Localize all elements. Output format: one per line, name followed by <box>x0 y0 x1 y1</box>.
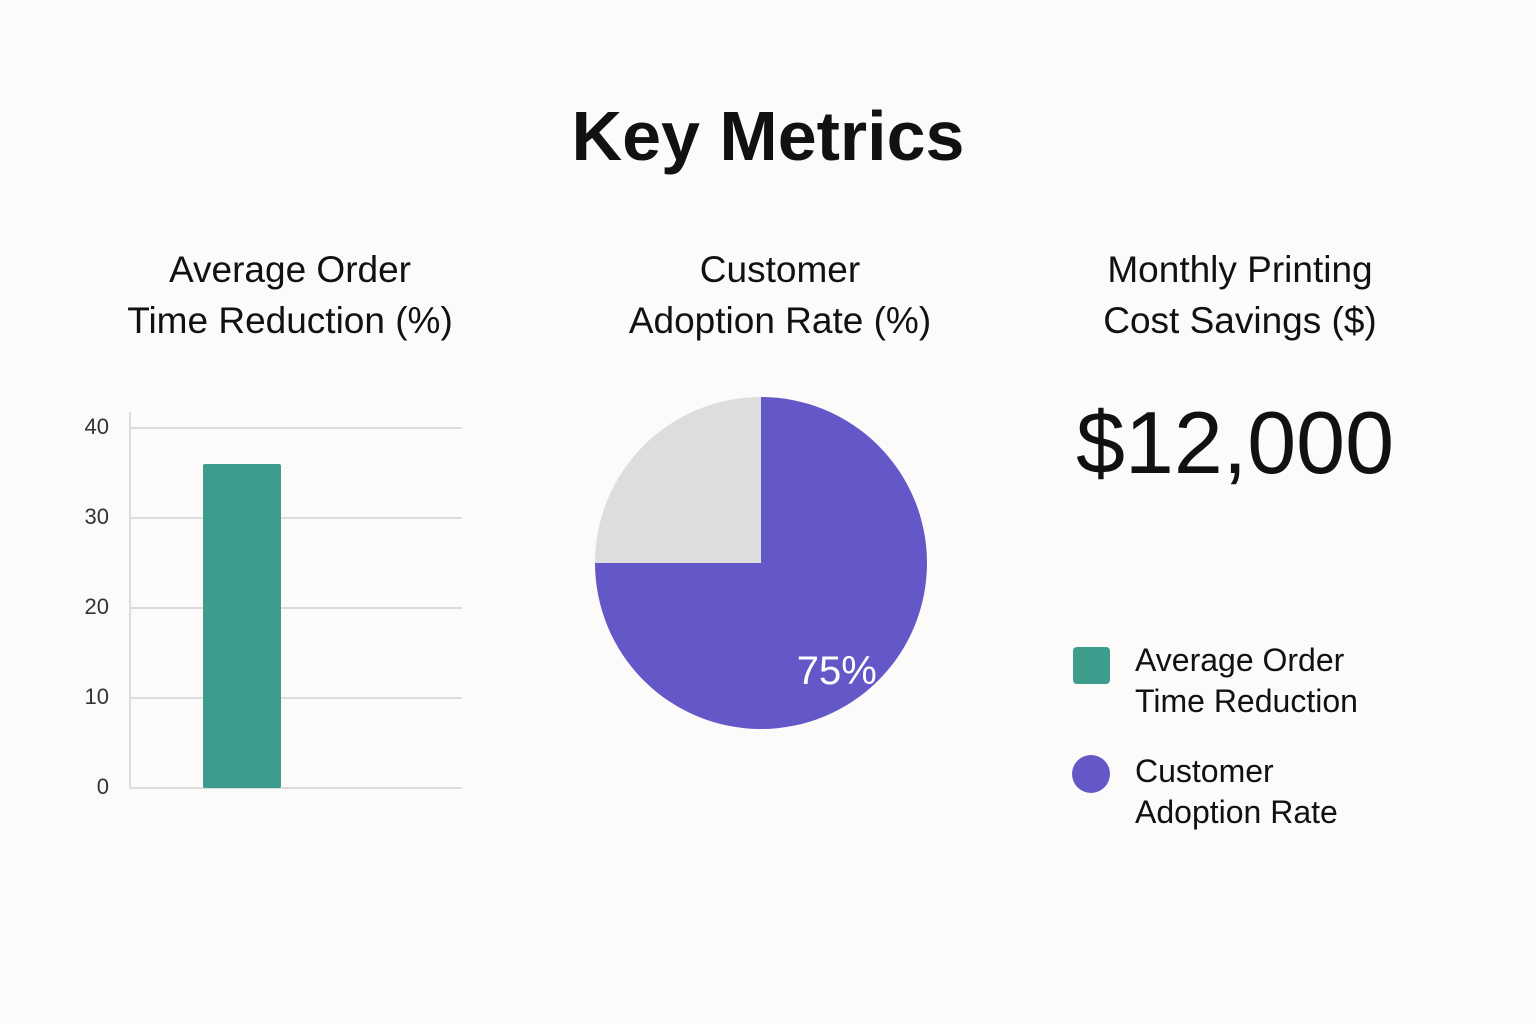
bar <box>203 464 281 788</box>
legend-label: Customer Adoption Rate <box>1135 753 1338 830</box>
kpi-value: $12,000 <box>1075 393 1395 492</box>
pie-slice <box>595 397 761 563</box>
panel-title-line: Cost Savings ($) <box>1103 300 1377 341</box>
panel-title-line: Time Reduction (%) <box>127 300 453 341</box>
legend-marker <box>1073 647 1110 684</box>
legend-label: Average Order Time Reduction <box>1135 642 1358 719</box>
y-tick-label: 30 <box>85 504 109 529</box>
y-tick-label: 40 <box>85 414 109 439</box>
panel-title-line: Average Order <box>169 249 411 290</box>
data-label: 75% <box>797 649 877 693</box>
y-tick-label: 0 <box>97 774 109 799</box>
y-tick-label: 20 <box>85 594 109 619</box>
panel-title-line: Customer <box>699 249 861 290</box>
y-tick-label: 10 <box>85 684 109 709</box>
panel-title: Monthly Printing Cost Savings ($) <box>1010 244 1470 346</box>
panel-title: Average Order Time Reduction (%) <box>60 244 520 346</box>
panel-title-line: Monthly Printing <box>1107 249 1373 290</box>
legend-marker <box>1072 755 1110 793</box>
panel-title: Customer Adoption Rate (%) <box>550 244 1010 346</box>
page-title: Key Metrics <box>571 97 965 175</box>
panel-title-line: Adoption Rate (%) <box>628 300 932 341</box>
